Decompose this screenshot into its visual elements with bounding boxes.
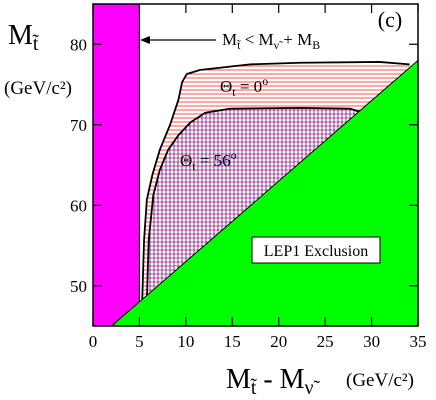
text-part: = 56 (196, 151, 231, 170)
text-part: t̃ (250, 378, 257, 399)
x-tick-label: 30 (363, 332, 380, 351)
y-tick-label: 80 (70, 35, 87, 54)
text-part: t (232, 85, 236, 99)
text-part: B (312, 38, 320, 52)
x-tick-label: 25 (317, 332, 334, 351)
region-label: LEP1 Exclusion (264, 243, 368, 260)
plot-frame (92, 3, 419, 327)
contour-label: Θt = 56o (180, 148, 237, 172)
text-part: Θ (180, 151, 192, 170)
text-part: + M (279, 30, 312, 49)
text-part: o (231, 148, 237, 162)
x-tick-label: 35 (410, 332, 427, 351)
text-part: - M (256, 364, 304, 395)
y-axis-unit: (GeV/c²) (4, 78, 72, 99)
arrowhead (140, 36, 150, 44)
contour-label: Θt = 0o (220, 74, 268, 98)
x-tick-label: 10 (177, 332, 194, 351)
label-box (251, 236, 381, 264)
contour-line (141, 61, 410, 301)
text-part: = 0 (236, 77, 263, 96)
panel-label: (c) (378, 7, 402, 32)
text-part: M (226, 364, 251, 395)
excluded-region (93, 4, 140, 326)
plot-area (93, 4, 418, 326)
text-part: t (192, 159, 196, 173)
text-part: ν̃ (305, 378, 321, 399)
text-part: < M (240, 30, 273, 49)
y-tick-label: 60 (70, 196, 87, 215)
y-axis-label: Mt̃ (8, 20, 39, 55)
text-part: t̃ (237, 38, 241, 52)
x-tick-label: 0 (89, 332, 98, 351)
x-tick-label: 15 (224, 332, 241, 351)
x-tick-label: 5 (135, 332, 144, 351)
y-tick-label: 70 (70, 116, 87, 135)
annotation: Mt̃ < Mν̃ + MB (222, 30, 320, 52)
text-part: M (8, 20, 33, 51)
contour-line (145, 106, 363, 301)
text-part: M (222, 30, 237, 49)
text-part: o (262, 74, 268, 88)
text-part: t̃ (32, 34, 39, 55)
text-part: ν̃ (274, 38, 283, 52)
x-axis-label: Mt̃ - Mν̃ (226, 364, 320, 399)
x-tick-label: 20 (270, 332, 287, 351)
x-axis-unit: (GeV/c²) (346, 370, 414, 391)
y-tick-label: 50 (70, 277, 87, 296)
text-part: Θ (220, 77, 232, 96)
